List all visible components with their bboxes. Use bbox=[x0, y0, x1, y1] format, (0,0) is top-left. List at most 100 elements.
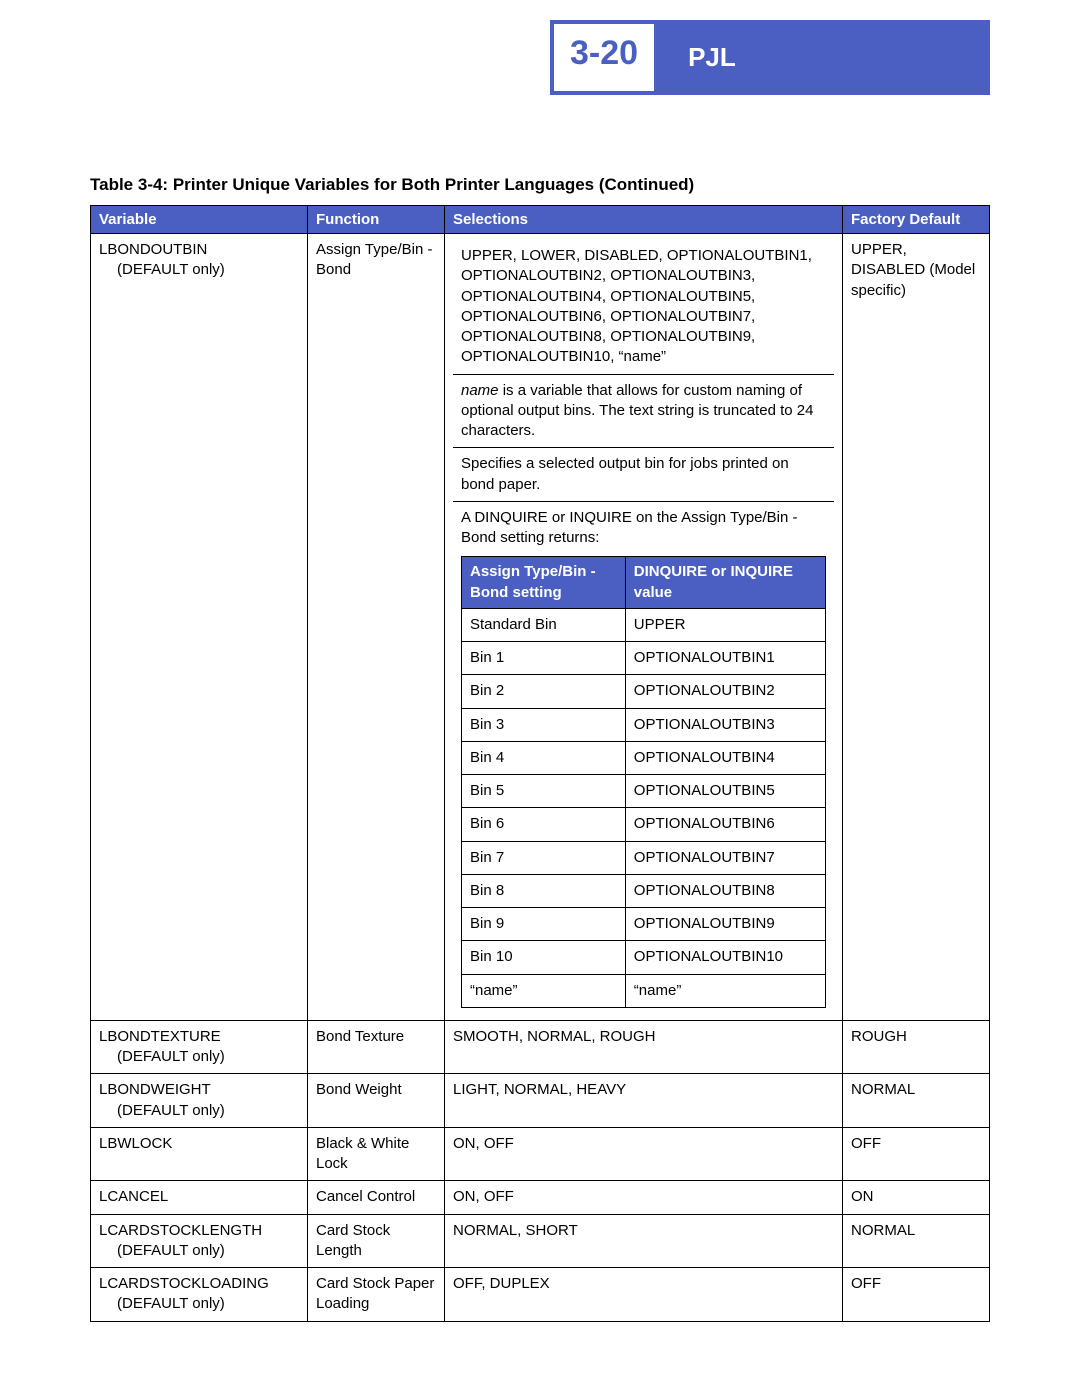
variable-name: LCARDSTOCKLOADING bbox=[99, 1275, 269, 1292]
cell-selections: SMOOTH, NORMAL, ROUGH bbox=[445, 1020, 843, 1074]
inner-header-setting: Assign Type/Bin - Bond setting bbox=[462, 557, 626, 609]
cell-selections: NORMAL, SHORT bbox=[445, 1214, 843, 1268]
cell-selections: UPPER, LOWER, DISABLED, OPTIONALOUTBIN1,… bbox=[445, 234, 843, 1021]
spec-note: Specifies a selected output bin for jobs… bbox=[453, 448, 834, 502]
inner-row: “name”“name” bbox=[462, 974, 826, 1007]
inner-cell-setting: Bin 8 bbox=[462, 874, 626, 907]
dinquire-note: A DINQUIRE or INQUIRE on the Assign Type… bbox=[461, 508, 826, 549]
inner-row: Bin 2OPTIONALOUTBIN2 bbox=[462, 675, 826, 708]
cell-function: Black & White Lock bbox=[308, 1127, 445, 1181]
inner-cell-value: “name” bbox=[625, 974, 825, 1007]
inner-row: Bin 8OPTIONALOUTBIN8 bbox=[462, 874, 826, 907]
inner-row: Bin 6OPTIONALOUTBIN6 bbox=[462, 808, 826, 841]
inner-cell-value: OPTIONALOUTBIN10 bbox=[625, 941, 825, 974]
cell-default: UPPER, DISABLED (Model specific) bbox=[843, 234, 990, 1021]
inner-cell-setting: Bin 9 bbox=[462, 908, 626, 941]
cell-variable: LCARDSTOCKLENGTH (DEFAULT only) bbox=[91, 1214, 308, 1268]
cell-default: OFF bbox=[843, 1127, 990, 1181]
inner-row: Bin 5OPTIONALOUTBIN5 bbox=[462, 775, 826, 808]
inner-row: Bin 9OPTIONALOUTBIN9 bbox=[462, 908, 826, 941]
name-note-rest: is a variable that allows for custom nam… bbox=[461, 382, 813, 440]
inner-cell-setting: Bin 5 bbox=[462, 775, 626, 808]
inner-cell-setting: Bin 2 bbox=[462, 675, 626, 708]
table-body: LBONDOUTBIN (DEFAULT only) Assign Type/B… bbox=[91, 234, 990, 1322]
inner-row: Bin 1OPTIONALOUTBIN1 bbox=[462, 642, 826, 675]
table-row: LBONDTEXTURE (DEFAULT only) Bond TextureSM… bbox=[91, 1020, 990, 1074]
table-row: LBONDOUTBIN (DEFAULT only) Assign Type/B… bbox=[91, 234, 990, 1021]
table-caption: Table 3-4: Printer Unique Variables for … bbox=[90, 175, 990, 195]
variable-name: LBONDOUTBIN bbox=[99, 241, 207, 258]
dinquire-block: A DINQUIRE or INQUIRE on the Assign Type… bbox=[453, 502, 834, 1014]
cell-default: ROUGH bbox=[843, 1020, 990, 1074]
cell-default: OFF bbox=[843, 1268, 990, 1322]
header-banner: 3-20 PJL bbox=[550, 20, 990, 95]
name-note-prefix: name bbox=[461, 382, 499, 399]
variables-table: Variable Function Selections Factory Def… bbox=[90, 205, 990, 1322]
inner-cell-setting: Bin 10 bbox=[462, 941, 626, 974]
inner-cell-setting: Bin 1 bbox=[462, 642, 626, 675]
inner-cell-value: OPTIONALOUTBIN1 bbox=[625, 642, 825, 675]
inner-cell-setting: Standard Bin bbox=[462, 608, 626, 641]
variable-name: LBONDTEXTURE bbox=[99, 1028, 221, 1045]
cell-variable: LBONDWEIGHT (DEFAULT only) bbox=[91, 1074, 308, 1128]
inner-cell-value: OPTIONALOUTBIN8 bbox=[625, 874, 825, 907]
col-header-variable: Variable bbox=[91, 206, 308, 234]
inner-cell-value: UPPER bbox=[625, 608, 825, 641]
cell-variable: LBONDOUTBIN (DEFAULT only) bbox=[91, 234, 308, 1021]
variable-name: LBONDWEIGHT bbox=[99, 1081, 211, 1098]
cell-default: ON bbox=[843, 1181, 990, 1214]
inner-cell-setting: “name” bbox=[462, 974, 626, 1007]
variable-name: LCARDSTOCKLENGTH bbox=[99, 1222, 262, 1239]
cell-variable: LCANCEL bbox=[91, 1181, 308, 1214]
selections-list: UPPER, LOWER, DISABLED, OPTIONALOUTBIN1,… bbox=[453, 240, 834, 375]
inner-mapping-table: Assign Type/Bin - Bond setting DINQUIRE … bbox=[461, 556, 826, 1008]
cell-default: NORMAL bbox=[843, 1214, 990, 1268]
table-row: LCANCELCancel ControlON, OFFON bbox=[91, 1181, 990, 1214]
inner-header-value: DINQUIRE or INQUIRE value bbox=[625, 557, 825, 609]
cell-selections: ON, OFF bbox=[445, 1127, 843, 1181]
inner-cell-setting: Bin 3 bbox=[462, 708, 626, 741]
cell-selections: LIGHT, NORMAL, HEAVY bbox=[445, 1074, 843, 1128]
inner-cell-value: OPTIONALOUTBIN4 bbox=[625, 741, 825, 774]
inner-cell-value: OPTIONALOUTBIN6 bbox=[625, 808, 825, 841]
inner-row: Bin 10OPTIONALOUTBIN10 bbox=[462, 941, 826, 974]
variable-sub: (DEFAULT only) bbox=[99, 260, 299, 280]
cell-selections: ON, OFF bbox=[445, 1181, 843, 1214]
inner-cell-value: OPTIONALOUTBIN9 bbox=[625, 908, 825, 941]
inner-row: Bin 7OPTIONALOUTBIN7 bbox=[462, 841, 826, 874]
cell-function: Bond Texture bbox=[308, 1020, 445, 1074]
cell-selections: OFF, DUPLEX bbox=[445, 1268, 843, 1322]
cell-function: Card Stock Length bbox=[308, 1214, 445, 1268]
page-number-box: 3-20 bbox=[550, 20, 658, 95]
cell-default: NORMAL bbox=[843, 1074, 990, 1128]
name-note: name is a variable that allows for custo… bbox=[453, 375, 834, 449]
inner-row: Standard BinUPPER bbox=[462, 608, 826, 641]
variable-sub: (DEFAULT only) bbox=[99, 1241, 299, 1261]
variable-sub: (DEFAULT only) bbox=[99, 1047, 299, 1067]
inner-cell-setting: Bin 6 bbox=[462, 808, 626, 841]
col-header-default: Factory Default bbox=[843, 206, 990, 234]
section-label: PJL bbox=[658, 20, 990, 95]
table-header-row: Variable Function Selections Factory Def… bbox=[91, 206, 990, 234]
table-row: LCARDSTOCKLENGTH (DEFAULT only) Card Stock… bbox=[91, 1214, 990, 1268]
inner-cell-value: OPTIONALOUTBIN7 bbox=[625, 841, 825, 874]
variable-sub: (DEFAULT only) bbox=[99, 1101, 299, 1121]
inner-cell-value: OPTIONALOUTBIN5 bbox=[625, 775, 825, 808]
col-header-selections: Selections bbox=[445, 206, 843, 234]
inner-row: Bin 4OPTIONALOUTBIN4 bbox=[462, 741, 826, 774]
cell-function: Cancel Control bbox=[308, 1181, 445, 1214]
table-row: LCARDSTOCKLOADING(DEFAULT only)Card Stoc… bbox=[91, 1268, 990, 1322]
cell-function: Card Stock Paper Loading bbox=[308, 1268, 445, 1322]
cell-function: Assign Type/Bin - Bond bbox=[308, 234, 445, 1021]
table-row: LBWLOCK Black & White LockON, OFFOFF bbox=[91, 1127, 990, 1181]
page-container: 3-20 PJL Table 3-4: Printer Unique Varia… bbox=[0, 0, 1080, 1362]
inner-cell-setting: Bin 4 bbox=[462, 741, 626, 774]
inner-cell-value: OPTIONALOUTBIN2 bbox=[625, 675, 825, 708]
inner-row: Bin 3OPTIONALOUTBIN3 bbox=[462, 708, 826, 741]
table-row: LBONDWEIGHT(DEFAULT only)Bond WeightLIGH… bbox=[91, 1074, 990, 1128]
cell-variable: LBWLOCK bbox=[91, 1127, 308, 1181]
cell-variable: LCARDSTOCKLOADING(DEFAULT only) bbox=[91, 1268, 308, 1322]
inner-cell-value: OPTIONALOUTBIN3 bbox=[625, 708, 825, 741]
cell-variable: LBONDTEXTURE (DEFAULT only) bbox=[91, 1020, 308, 1074]
variable-name: LBWLOCK bbox=[99, 1135, 172, 1152]
